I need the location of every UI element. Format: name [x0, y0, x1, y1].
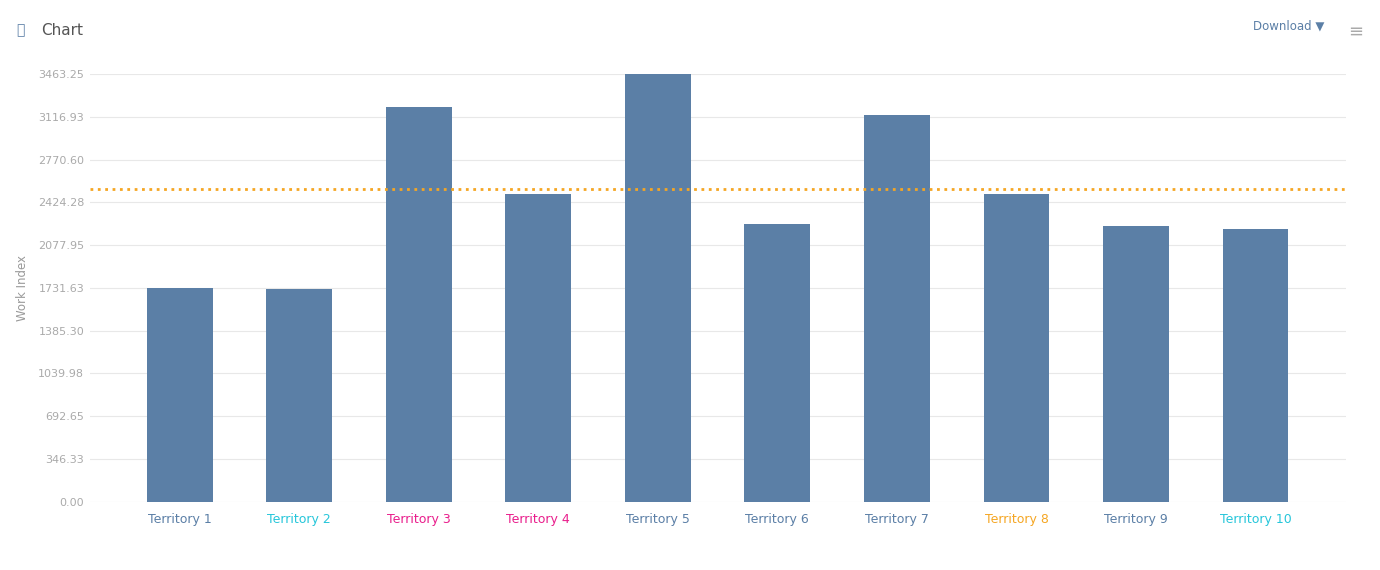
Bar: [505, 194, 571, 502]
Bar: [146, 288, 213, 502]
Text: ≡: ≡: [1348, 23, 1363, 41]
Text: 📊: 📊: [17, 23, 25, 37]
Text: Chart: Chart: [41, 23, 83, 38]
Bar: [266, 290, 333, 502]
Bar: [744, 224, 810, 502]
Text: Download ▼: Download ▼: [1253, 20, 1325, 33]
Bar: [386, 107, 451, 502]
Y-axis label: Work Index: Work Index: [17, 255, 29, 321]
Bar: [1223, 229, 1289, 502]
Bar: [984, 194, 1049, 502]
Bar: [1103, 226, 1169, 502]
Bar: [864, 115, 930, 502]
Bar: [625, 74, 691, 502]
